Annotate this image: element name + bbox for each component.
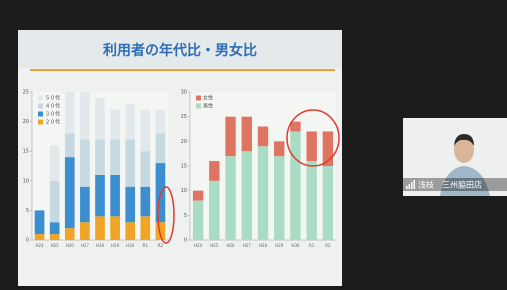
bar-segment — [140, 151, 150, 187]
y-tick-label: 15 — [181, 164, 187, 170]
bar-segment — [242, 151, 252, 240]
y-tick-label: 15 — [23, 149, 29, 155]
bar-segment — [80, 187, 90, 223]
x-tick-label: H30 — [126, 243, 135, 248]
bar-segment — [125, 222, 135, 240]
screen: 利用者の年代比・男女比 0 5 10 15 20 25 H24 H25 H26 H27 H28 H29… — [0, 0, 507, 290]
x-tick-label: H30 — [291, 243, 300, 248]
bar-segment — [225, 117, 235, 156]
x-tick-label: H29 — [111, 243, 120, 248]
y-tick-label: 0 — [26, 238, 29, 244]
x-tick-label: H28 — [259, 243, 268, 248]
bar-segment — [125, 139, 135, 186]
bar-segment — [225, 156, 235, 240]
bar-segment — [209, 181, 219, 240]
bar-segment — [274, 141, 284, 156]
y-tick-label: 5 — [26, 208, 29, 214]
legend-swatch — [38, 120, 43, 125]
bar-segment — [156, 133, 166, 163]
bar-segment — [80, 139, 90, 186]
y-tick-label: 25 — [23, 90, 29, 96]
y-tick-label: 20 — [181, 139, 187, 145]
legend-swatch — [38, 96, 43, 101]
bar-segment — [125, 104, 135, 140]
bar-segment — [80, 92, 90, 139]
bar-segment — [95, 139, 105, 175]
bar-segment — [193, 191, 203, 201]
participant-name: 浅枝 三州脇田店 — [418, 180, 482, 190]
legend-label: ５０代 — [45, 95, 60, 102]
bar-segment — [258, 146, 268, 240]
x-tick-label: H26 — [66, 243, 75, 248]
bar-segment — [95, 216, 105, 240]
x-tick-label: H27 — [243, 243, 252, 248]
bar-segment — [110, 175, 120, 216]
bar-segment — [50, 234, 60, 240]
bar-segment — [110, 216, 120, 240]
bar-segment — [209, 161, 219, 181]
x-tick-label: H25 — [210, 243, 219, 248]
x-tick-label: H24 — [36, 243, 45, 248]
bar-segment — [50, 145, 60, 181]
bar-segment — [35, 210, 45, 234]
bar-segment — [65, 133, 75, 157]
bar-segment — [140, 110, 150, 151]
legend-swatch — [196, 96, 201, 101]
legend-label: ４０代 — [45, 103, 60, 110]
x-tick-label: R1 — [309, 243, 315, 248]
bar-segment — [50, 222, 60, 234]
bar-segment — [156, 110, 166, 134]
bar-segment — [290, 131, 300, 240]
bar-segment — [140, 216, 150, 240]
bar-segment — [95, 175, 105, 216]
bar-segment — [50, 181, 60, 222]
legend-swatch — [38, 104, 43, 109]
legend-swatch — [196, 104, 201, 109]
x-tick-label: R2 — [325, 243, 331, 248]
bar-segment — [65, 92, 75, 133]
bar-segment — [125, 187, 135, 223]
legend-label: 男性 — [203, 103, 213, 110]
bar-segment — [110, 110, 120, 140]
bar-segment — [35, 234, 45, 240]
y-tick-label: 20 — [23, 119, 29, 125]
bar-segment — [323, 166, 333, 240]
y-tick-label: 10 — [23, 178, 29, 184]
bar-segment — [65, 228, 75, 240]
x-tick-label: R2 — [158, 243, 164, 248]
bar-segment — [306, 131, 316, 161]
x-tick-label: H25 — [51, 243, 60, 248]
x-tick-label: R1 — [143, 243, 149, 248]
bar-segment — [110, 139, 120, 175]
legend-label: 女性 — [203, 95, 213, 102]
y-tick-label: 0 — [184, 238, 187, 244]
bar-segment — [258, 127, 268, 147]
page: {"slide": {"title": "利用者の年代比・男女比"}, "par… — [0, 0, 507, 290]
y-tick-label: 30 — [181, 90, 187, 96]
bar-segment — [95, 98, 105, 139]
slide-title: 利用者の年代比・男女比 — [103, 42, 257, 59]
x-tick-label: H29 — [275, 243, 284, 248]
x-tick-label: H28 — [96, 243, 105, 248]
legend-label: ２０代 — [45, 119, 60, 126]
y-tick-label: 5 — [184, 213, 187, 219]
y-tick-label: 10 — [181, 188, 187, 194]
bar-segment — [242, 117, 252, 152]
bar-segment — [80, 222, 90, 240]
bar-segment — [274, 156, 284, 240]
bar-segment — [193, 201, 203, 240]
bar-segment — [140, 187, 150, 217]
legend-label: ３０代 — [45, 111, 60, 118]
x-tick-label: H27 — [81, 243, 90, 248]
legend-swatch — [38, 112, 43, 117]
x-tick-label: H24 — [194, 243, 203, 248]
y-tick-label: 25 — [181, 114, 187, 120]
x-tick-label: H26 — [227, 243, 236, 248]
bar-segment — [306, 161, 316, 240]
bar-segment — [65, 157, 75, 228]
